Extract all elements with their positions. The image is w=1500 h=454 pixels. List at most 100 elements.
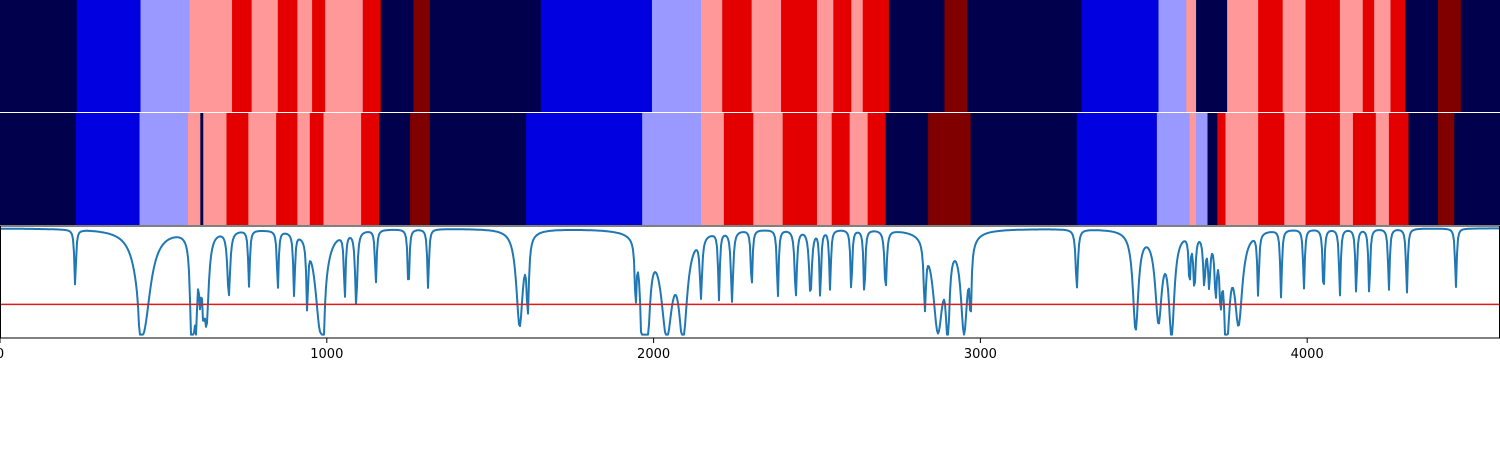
heatmap-cell xyxy=(944,0,968,112)
heatmap-cell xyxy=(967,0,1083,112)
heatmap-cell xyxy=(1081,0,1159,112)
heatmap-cell xyxy=(1189,113,1197,225)
heatmap-cell xyxy=(380,0,414,112)
heatmap-cell xyxy=(251,0,279,112)
heatmap-cell xyxy=(1305,113,1341,225)
heatmap-cell xyxy=(1258,113,1285,225)
heatmap-cell xyxy=(1284,113,1307,225)
heatmap-cell xyxy=(276,113,298,225)
x-tick-label: 3000 xyxy=(964,347,997,362)
heatmap-cell xyxy=(928,113,972,225)
heatmap-cell xyxy=(1158,0,1187,112)
heatmap-cell xyxy=(429,0,542,112)
heatmap-cell xyxy=(1437,0,1462,112)
heatmap-rows xyxy=(0,0,1500,225)
heatmap-cell xyxy=(1186,0,1197,112)
heatmap-cell xyxy=(1196,0,1228,112)
series-line xyxy=(0,227,1500,336)
heatmap-cell xyxy=(1196,113,1209,225)
heatmap-cell xyxy=(1217,113,1226,225)
heatmap-cell xyxy=(429,113,527,225)
heatmap-cell xyxy=(862,0,890,112)
heatmap-cell xyxy=(410,113,431,225)
heatmap-cell xyxy=(0,0,78,112)
x-tick-label: 1000 xyxy=(310,347,343,362)
heatmap-cell xyxy=(413,0,431,112)
heatmap-cell xyxy=(187,113,201,225)
heatmap-cell xyxy=(816,113,833,225)
heatmap-cell xyxy=(1454,113,1500,225)
heatmap-cell xyxy=(782,113,818,225)
heatmap-cell xyxy=(312,0,326,112)
heatmap-cell xyxy=(309,113,325,225)
heatmap-cell xyxy=(540,0,653,112)
heatmap-cell xyxy=(1076,113,1158,225)
x-tick-label: 0 xyxy=(0,347,4,362)
heatmap-cell xyxy=(831,113,851,225)
heatmap-cell xyxy=(1282,0,1307,112)
heatmap-cell xyxy=(297,113,311,225)
heatmap-cell xyxy=(753,113,784,225)
x-tick-label: 2000 xyxy=(637,347,670,362)
heatmap-cell xyxy=(851,0,864,112)
heatmap-cell xyxy=(361,113,380,225)
heatmap-cell xyxy=(325,0,364,112)
heatmap-cell xyxy=(849,113,869,225)
heatmap-cell xyxy=(651,0,702,112)
heatmap-cell xyxy=(1362,0,1375,112)
heatmap-cell xyxy=(1339,113,1354,225)
heatmap-cell xyxy=(1207,113,1218,225)
heatmap-cell xyxy=(200,113,204,225)
heatmap-cell xyxy=(277,0,298,112)
heatmap-cell xyxy=(362,0,382,112)
heatmap-cell xyxy=(1225,113,1259,225)
heatmap-row-2 xyxy=(0,113,1500,225)
heatmap-cell xyxy=(139,113,189,225)
heatmap-cell xyxy=(1258,0,1284,112)
heatmap-cell xyxy=(1374,0,1392,112)
heatmap-cell xyxy=(203,113,227,225)
heatmap-cell xyxy=(226,113,249,225)
heatmap-cell xyxy=(75,113,141,225)
heatmap-cell xyxy=(700,113,725,225)
heatmap-cell xyxy=(642,113,702,225)
heatmap-row-1 xyxy=(0,0,1500,112)
heatmap-cell xyxy=(297,0,313,112)
heatmap-cell xyxy=(1388,113,1409,225)
heatmap-cell xyxy=(888,0,945,112)
heatmap-cell xyxy=(1437,113,1455,225)
heatmap-cell xyxy=(232,0,253,112)
heatmap-cell xyxy=(1390,0,1406,112)
heatmap-cell xyxy=(76,0,142,112)
heatmap-cell xyxy=(700,0,723,112)
heatmap-cell xyxy=(1375,113,1390,225)
heatmap-cell xyxy=(723,113,754,225)
heatmap-cell xyxy=(751,0,782,112)
heatmap-cell xyxy=(0,113,77,225)
heatmap-cell xyxy=(248,113,277,225)
heatmap-cell xyxy=(1305,0,1341,112)
x-axis: 0 1000 2000 3000 4000 xyxy=(0,338,1324,362)
heatmap-cell xyxy=(1405,0,1439,112)
line-panel xyxy=(0,225,1500,339)
heatmap-cell xyxy=(722,0,753,112)
heatmap-cell xyxy=(1352,113,1377,225)
heatmap-cell xyxy=(189,0,233,112)
heatmap-cell xyxy=(379,113,411,225)
heatmap-cell xyxy=(833,0,852,112)
heatmap-cell xyxy=(885,113,929,225)
heatmap-cell xyxy=(323,113,362,225)
heatmap-cell xyxy=(1227,0,1259,112)
x-tick-label: 4000 xyxy=(1291,347,1324,362)
heatmap-cell xyxy=(1460,0,1500,112)
heatmap-cell xyxy=(1339,0,1364,112)
heatmap-cell xyxy=(781,0,818,112)
heatmap-cell xyxy=(1156,113,1191,225)
heatmap-cell xyxy=(867,113,887,225)
heatmap-cell xyxy=(970,113,1078,225)
heatmap-cell xyxy=(526,113,643,225)
heatmap-cell xyxy=(140,0,191,112)
heatmap-cell xyxy=(816,0,834,112)
